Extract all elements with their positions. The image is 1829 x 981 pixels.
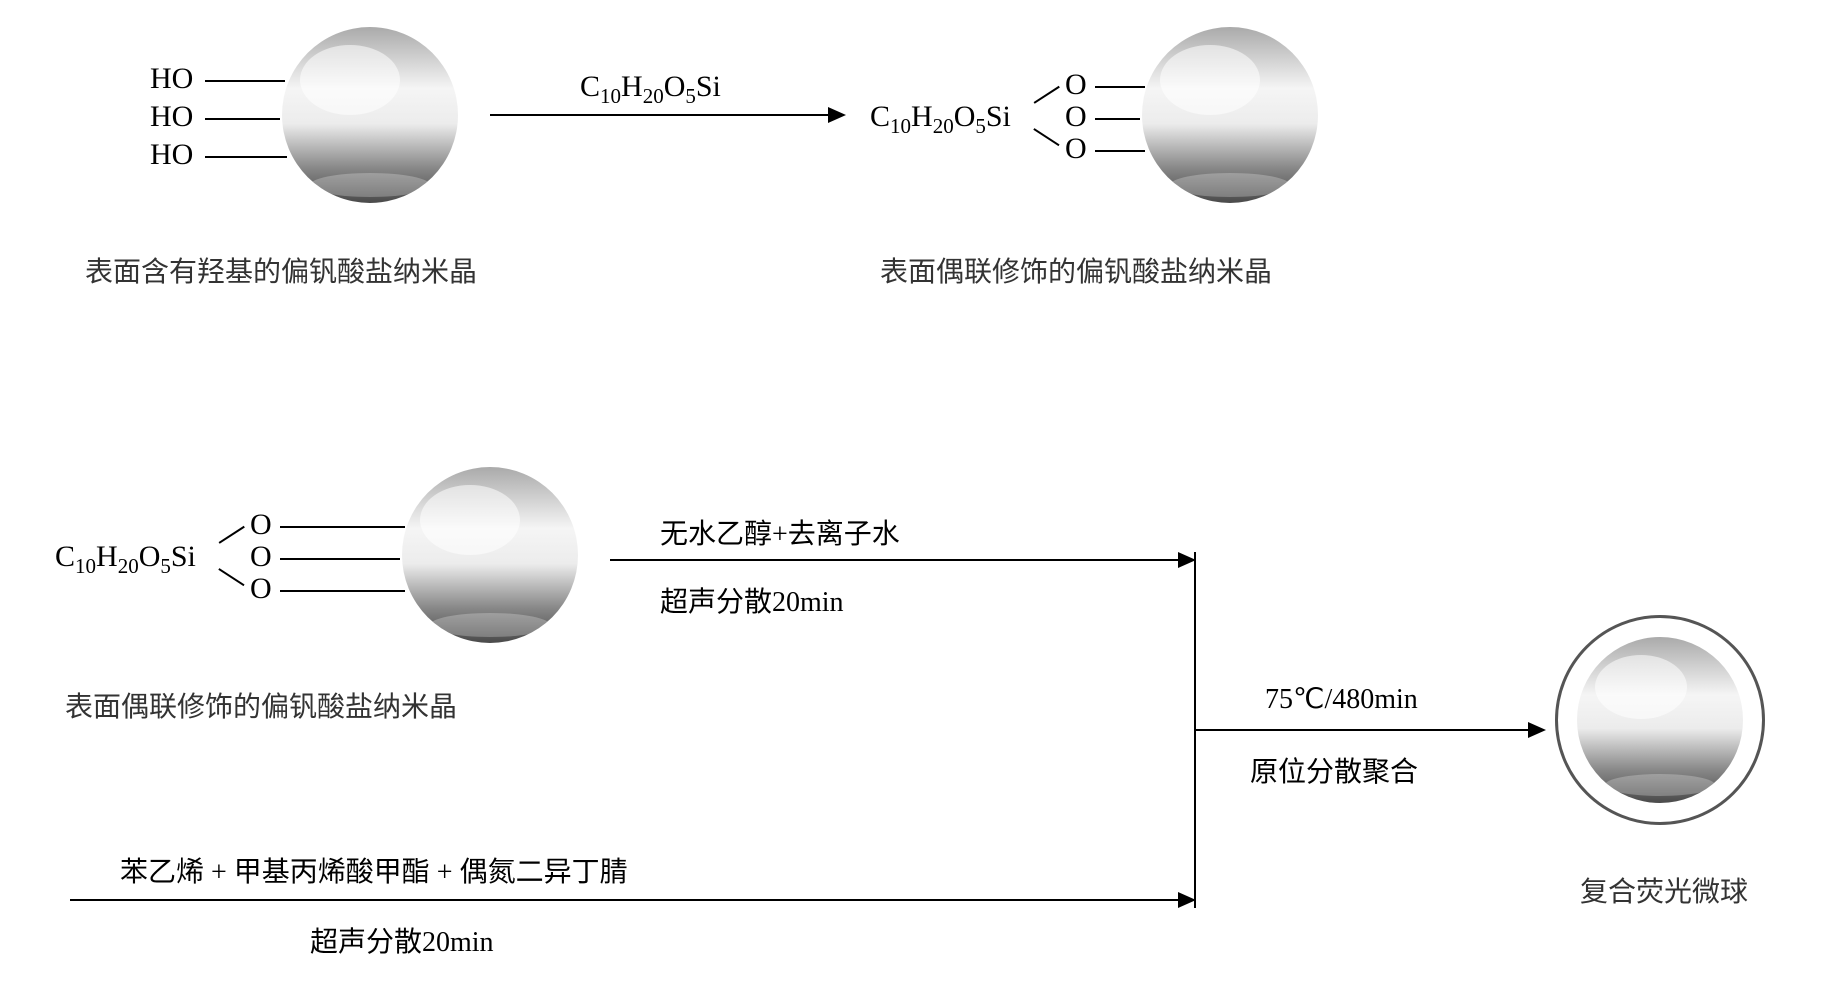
arrow-branch-top xyxy=(610,559,1180,561)
caption-sphere2: 表面偶联修饰的偏钒酸盐纳米晶 xyxy=(880,250,1272,290)
ligand-o-b1: O xyxy=(250,508,272,542)
bond-line xyxy=(1095,150,1145,152)
ligand-ho-1: HO xyxy=(150,62,193,96)
ligand-o-b2: O xyxy=(250,540,272,574)
bracket xyxy=(1034,128,1060,146)
bond-line xyxy=(205,80,285,82)
arrow-head xyxy=(1528,722,1546,738)
ligand-ho-2: HO xyxy=(150,100,193,134)
bracket xyxy=(219,568,245,586)
sphere-silane-top xyxy=(1140,25,1320,205)
product-core-sphere xyxy=(1575,635,1745,805)
branch-top-below: 超声分散20min xyxy=(660,580,844,620)
bond-line xyxy=(1095,118,1140,120)
sphere-hydroxyl xyxy=(280,25,460,205)
caption-sphere1: 表面含有羟基的偏钒酸盐纳米晶 xyxy=(85,250,477,290)
merge-bottom-label: 原位分散聚合 xyxy=(1250,750,1418,790)
arrow-branch-bottom xyxy=(70,899,1180,901)
bracket xyxy=(1034,86,1060,104)
silane-formula-bottom: C10H20O5Si xyxy=(55,540,196,579)
ligand-o-1: O xyxy=(1065,68,1087,102)
caption-product: 复合荧光微球 xyxy=(1580,870,1748,910)
ligand-o-3: O xyxy=(1065,132,1087,166)
merge-top-label: 75℃/480min xyxy=(1265,682,1418,716)
sphere-silane-bottom xyxy=(400,465,580,645)
branch-bottom-above: 苯乙烯 + 甲基丙烯酸甲酯 + 偶氮二异丁腈 xyxy=(120,850,628,890)
arrow-reaction-1 xyxy=(490,114,830,116)
bond-line xyxy=(280,558,400,560)
bond-line xyxy=(205,156,287,158)
bond-line xyxy=(205,118,280,120)
bond-line xyxy=(280,590,405,592)
ligand-ho-3: HO xyxy=(150,138,193,172)
arrow-head xyxy=(828,107,846,123)
silane-formula-top: C10H20O5Si xyxy=(870,100,1011,139)
bond-line xyxy=(1095,86,1145,88)
caption-sphere3: 表面偶联修饰的偏钒酸盐纳米晶 xyxy=(65,685,457,725)
bond-line xyxy=(280,526,405,528)
branch-top-above: 无水乙醇+去离子水 xyxy=(660,512,900,552)
arrow1-top-label: C10H20O5Si xyxy=(580,70,721,109)
bracket xyxy=(219,526,245,544)
branch-bottom-below: 超声分散20min xyxy=(310,920,494,960)
arrow-merge xyxy=(1194,729,1530,731)
ligand-o-2: O xyxy=(1065,100,1087,134)
ligand-o-b3: O xyxy=(250,572,272,606)
